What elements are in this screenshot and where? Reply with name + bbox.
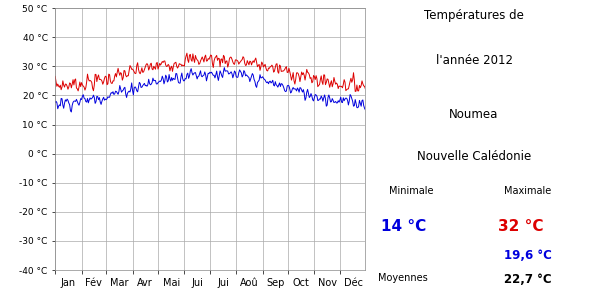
Text: Maximale: Maximale — [505, 186, 551, 196]
Text: Températures de: Températures de — [424, 9, 524, 22]
Text: Minimale: Minimale — [389, 186, 433, 196]
Text: Noumea: Noumea — [449, 108, 499, 121]
Text: l'année 2012: l'année 2012 — [436, 54, 512, 67]
Text: 32 °C: 32 °C — [498, 219, 544, 234]
Text: 19,6 °C: 19,6 °C — [504, 249, 552, 262]
Text: Nouvelle Calédonie: Nouvelle Calédonie — [417, 150, 531, 163]
Text: 22,7 °C: 22,7 °C — [504, 273, 552, 286]
Text: 14 °C: 14 °C — [380, 219, 426, 234]
Text: Moyennes: Moyennes — [379, 273, 428, 283]
